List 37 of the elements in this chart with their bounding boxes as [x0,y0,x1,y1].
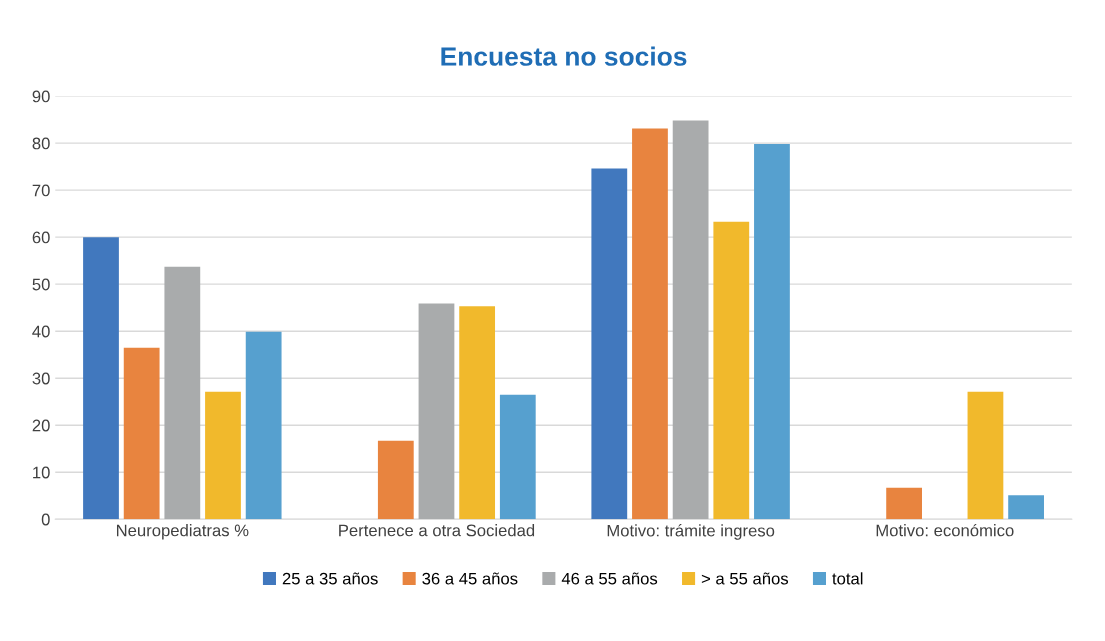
x-tick-label: Neuropediatras % [116,524,249,540]
y-tick-label: 20 [32,419,50,432]
legend-label: total [832,572,863,585]
y-tick-label: 30 [32,372,50,385]
bar [83,237,119,520]
bar [459,306,496,520]
x-tick-label: Pertenece a otra Sociedad [339,524,535,537]
bar [632,128,668,520]
legend-label: 46 a 55 años [561,572,658,585]
x-tick-label: Motivo: trámite ingreso [607,524,775,540]
x-tick-label: Motivo: económico [876,523,1014,537]
y-tick-label: 60 [32,231,50,244]
bar [499,394,536,520]
bar [754,144,790,520]
y-tick-label: 10 [33,466,50,479]
bar [377,440,414,520]
y-tick-label: 0 [41,513,50,526]
bar [418,303,455,520]
bar [713,221,750,520]
bar [164,266,201,520]
y-tick-label: 90 [32,90,50,103]
y-tick-label: 50 [32,278,50,291]
y-tick-label: 40 [32,325,50,338]
bar [672,120,709,520]
legend-label: 36 a 45 años [422,572,518,585]
bar [205,391,241,520]
bar [1008,495,1044,520]
bar [886,487,922,520]
bar [245,331,282,520]
legend-label: > a 55 años [701,572,789,585]
chart-title: Encuesta no socios [441,46,687,66]
bar [967,391,1004,520]
y-tick-label: 80 [32,137,50,150]
bar [123,347,160,520]
y-tick-label: 70 [32,184,50,197]
legend-label: 25 a 35 años [282,572,378,585]
bar [591,168,628,520]
